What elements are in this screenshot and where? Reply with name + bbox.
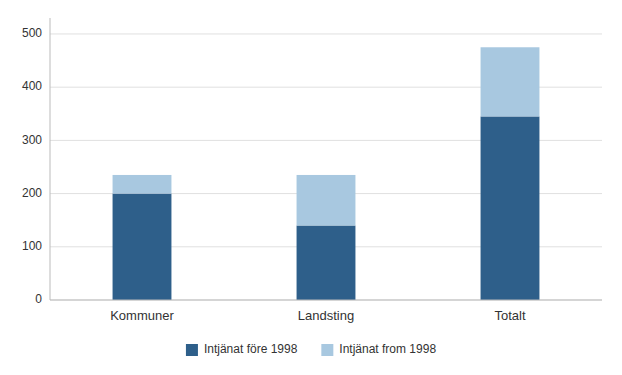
chart-container: 0 100 200 300 400 500 Kommuner Landsting Totalt I… <box>0 0 622 375</box>
x-tick-label: Kommuner <box>110 308 174 323</box>
legend-item: Intjänat före 1998 <box>186 342 298 356</box>
grid-line <box>50 33 602 34</box>
legend-item: Intjänat from 1998 <box>321 342 436 356</box>
x-axis-line <box>50 300 602 301</box>
y-tick-label: 100 <box>22 239 42 253</box>
y-axis-line <box>50 18 51 300</box>
y-tick-label: 300 <box>22 133 42 147</box>
bar <box>481 47 540 116</box>
bar <box>297 226 356 300</box>
grid-line <box>50 300 602 301</box>
grid <box>50 34 602 300</box>
x-tick-label: Totalt <box>494 308 525 323</box>
legend: Intjänat före 1998 Intjänat from 1998 <box>186 342 436 356</box>
x-tick-label: Landsting <box>298 308 354 323</box>
y-tick-label: 500 <box>22 26 42 40</box>
bar <box>113 175 172 194</box>
legend-label: Intjänat from 1998 <box>339 342 436 356</box>
bar <box>113 194 172 300</box>
bar <box>297 175 356 226</box>
legend-swatch <box>321 344 333 356</box>
chart: 0 100 200 300 400 500 Kommuner Landsting Totalt I… <box>0 0 622 375</box>
y-tick-label: 0 <box>35 292 42 306</box>
y-tick-label: 400 <box>22 79 42 93</box>
y-tick-label: 200 <box>22 186 42 200</box>
bar <box>481 116 540 300</box>
legend-label: Intjänat före 1998 <box>204 342 298 356</box>
legend-swatch <box>186 344 198 356</box>
bars <box>113 47 540 300</box>
